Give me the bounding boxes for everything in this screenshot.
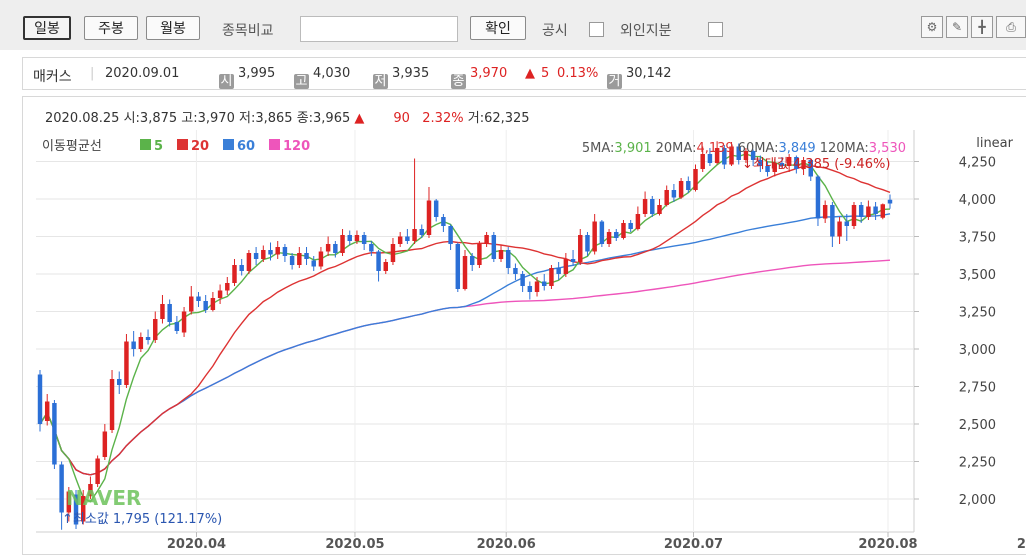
daily-tab[interactable]: 일봉 <box>23 16 71 40</box>
weekly-tab[interactable]: 주봉 <box>84 16 138 40</box>
stock-name: 매커스 <box>33 69 72 85</box>
change-value: 5 <box>541 66 550 81</box>
draw-icon[interactable]: ✎ <box>946 16 968 38</box>
ohlc-arrow: ▲ <box>354 111 365 126</box>
foreign-checkbox[interactable] <box>708 22 723 37</box>
ohlc-high: 고:3,970 <box>181 111 235 126</box>
crosshair-icon[interactable]: ╋ <box>971 16 993 38</box>
monthly-tab[interactable]: 월봉 <box>146 16 200 40</box>
volume-value: 30,142 <box>626 66 672 81</box>
print-icon[interactable]: ⎙ <box>996 16 1026 38</box>
compare-label: 종목비교 <box>222 23 274 39</box>
compare-input[interactable] <box>300 16 458 42</box>
open-value: 3,995 <box>238 66 276 81</box>
ohlc-readout: 2020.08.25 시:3,875 고:3,970 저:3,865 종:3,9… <box>45 107 530 126</box>
ohlc-close: 종:3,965 <box>296 111 351 126</box>
low-value: 3,935 <box>392 66 430 81</box>
ohlc-open: 시:3,875 <box>123 111 178 126</box>
change-percent: 0.13% <box>557 66 599 81</box>
high-value: 4,030 <box>313 66 351 81</box>
foreign-label: 외인지분 <box>620 23 672 39</box>
ohlc-change-percent: 2.32% <box>422 111 464 126</box>
disclosure-checkbox[interactable] <box>589 22 604 37</box>
close-value: 3,970 <box>470 66 508 81</box>
confirm-button[interactable]: 확인 <box>470 16 526 40</box>
settings-icon[interactable]: ⚙ <box>921 16 943 38</box>
separator: | <box>90 66 95 81</box>
disclosure-label: 공시 <box>542 23 568 39</box>
change-arrow: ▲ <box>525 66 535 81</box>
ohlc-low: 저:3,865 <box>238 111 293 126</box>
ohlc-change: 90 <box>393 111 410 126</box>
ohlc-date: 2020.08.25 <box>45 111 120 126</box>
quote-date: 2020.09.01 <box>105 66 180 81</box>
ohlc-volume: 거:62,325 <box>467 111 530 126</box>
chart-panel <box>22 96 1026 555</box>
quote-bar: 매커스 | 2020.09.01 시 3,995 고 4,030 저 3,935… <box>22 57 1026 90</box>
toolbar: 일봉 주봉 월봉 종목비교 확인 공시 외인지분 ⚙ ✎ ╋ ⎙ <box>0 0 1026 50</box>
